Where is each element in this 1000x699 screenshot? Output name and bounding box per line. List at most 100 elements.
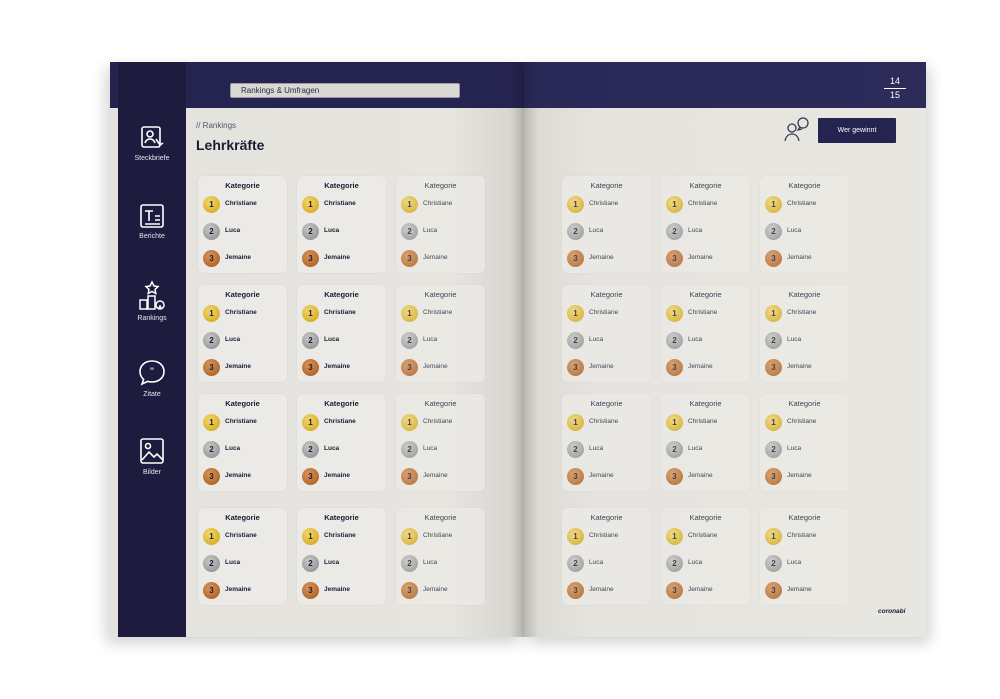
rank-name: Jemaine xyxy=(225,254,252,261)
rank-row: 3 Jemaine xyxy=(302,468,386,486)
rank-row: 2 Luca xyxy=(666,223,750,241)
bronze-medal-icon: 3 xyxy=(302,250,319,267)
rank-row: 2 Luca xyxy=(302,332,386,350)
rank-name: Jemaine xyxy=(589,472,614,479)
silver-medal-icon: 2 xyxy=(666,555,683,572)
silver-medal-icon: 2 xyxy=(567,441,584,458)
rank-row: 2 Luca xyxy=(302,223,386,241)
silver-medal-icon: 2 xyxy=(302,223,319,240)
rank-name: Christiane xyxy=(589,532,619,539)
ranking-card: Kategorie 1 Christiane 2 Luca 3 Jemaine xyxy=(562,285,651,382)
rank-name: Christiane xyxy=(688,200,718,207)
rank-row: 1 Christiane xyxy=(302,196,386,214)
sidebar-item-steckbriefe[interactable]: Steckbriefe xyxy=(118,124,186,162)
rank-row: 2 Luca xyxy=(401,441,485,459)
ranking-card: Kategorie 1 Christiane 2 Luca 3 Jemaine xyxy=(760,394,849,491)
rank-name: Luca xyxy=(324,336,340,343)
silver-medal-icon: 2 xyxy=(401,223,418,240)
ranking-card: Kategorie 1 Christiane 2 Luca 3 Jemaine xyxy=(297,508,386,605)
bronze-medal-icon: 3 xyxy=(203,582,220,599)
ranking-card: Kategorie 1 Christiane 2 Luca 3 Jemaine xyxy=(396,508,485,605)
rank-name: Christiane xyxy=(688,418,718,425)
bronze-medal-icon: 3 xyxy=(203,250,220,267)
page-title: Lehrkräfte xyxy=(196,137,265,153)
bronze-medal-icon: 3 xyxy=(567,582,584,599)
rank-row: 2 Luca xyxy=(765,332,849,350)
rank-row: 1 Christiane xyxy=(567,414,651,432)
rank-row: 3 Jemaine xyxy=(567,468,651,486)
rank-name: Christiane xyxy=(787,418,817,425)
people-chat-icon xyxy=(784,117,809,142)
rank-name: Luca xyxy=(688,559,703,566)
rank-name: Jemaine xyxy=(324,586,351,593)
rank-row: 1 Christiane xyxy=(567,196,651,214)
rank-row: 1 Christiane xyxy=(401,528,485,546)
card-title: Kategorie xyxy=(590,290,623,299)
rank-row: 3 Jemaine xyxy=(765,582,849,600)
sidebar-item-rankings[interactable]: Rankings xyxy=(118,280,186,322)
card-title: Kategorie xyxy=(324,399,359,408)
rank-name: Christiane xyxy=(324,309,356,316)
rank-name: Christiane xyxy=(787,309,817,316)
rank-row: 2 Luca xyxy=(765,441,849,459)
gold-medal-icon: 1 xyxy=(401,196,418,213)
card-title: Kategorie xyxy=(689,181,722,190)
bronze-medal-icon: 3 xyxy=(765,250,782,267)
ranking-card: Kategorie 1 Christiane 2 Luca 3 Jemaine xyxy=(297,394,386,491)
rank-name: Jemaine xyxy=(423,254,448,261)
silver-medal-icon: 2 xyxy=(765,223,782,240)
rank-name: Jemaine xyxy=(787,254,812,261)
silver-medal-icon: 2 xyxy=(401,332,418,349)
silver-medal-icon: 2 xyxy=(401,555,418,572)
card-title: Kategorie xyxy=(225,399,260,408)
rank-name: Jemaine xyxy=(589,254,614,261)
card-title: Kategorie xyxy=(225,181,260,190)
rank-name: Luca xyxy=(589,227,604,234)
card-title: Kategorie xyxy=(689,399,722,408)
bronze-medal-icon: 3 xyxy=(302,468,319,485)
rank-row: 2 Luca xyxy=(401,223,485,241)
rank-row: 3 Jemaine xyxy=(302,582,386,600)
card-title: Kategorie xyxy=(689,290,722,299)
bronze-medal-icon: 3 xyxy=(567,250,584,267)
bronze-medal-icon: 3 xyxy=(666,468,683,485)
gold-medal-icon: 1 xyxy=(765,196,782,213)
ranking-card: Kategorie 1 Christiane 2 Luca 3 Jemaine xyxy=(396,285,485,382)
rank-name: Luca xyxy=(787,227,802,234)
bronze-medal-icon: 3 xyxy=(567,359,584,376)
gold-medal-icon: 1 xyxy=(401,528,418,545)
rank-row: 2 Luca xyxy=(666,332,750,350)
page-total: 15 xyxy=(889,90,900,100)
rank-row: 2 Luca xyxy=(567,332,651,350)
sidebar-item-bilder[interactable]: Bilder xyxy=(118,436,186,476)
rank-name: Luca xyxy=(787,559,802,566)
card-title: Kategorie xyxy=(324,290,359,299)
ranking-card: Kategorie 1 Christiane 2 Luca 3 Jemaine xyxy=(562,508,651,605)
gold-medal-icon: 1 xyxy=(765,528,782,545)
gold-medal-icon: 1 xyxy=(666,414,683,431)
rank-row: 3 Jemaine xyxy=(203,359,287,377)
silver-medal-icon: 2 xyxy=(302,441,319,458)
rank-row: 3 Jemaine xyxy=(203,582,287,600)
rank-name: Christiane xyxy=(423,200,453,207)
rank-name: Luca xyxy=(423,559,438,566)
gold-medal-icon: 1 xyxy=(203,196,220,213)
rank-row: 3 Jemaine xyxy=(765,359,849,377)
rank-name: Luca xyxy=(324,227,340,234)
rank-row: 3 Jemaine xyxy=(203,250,287,268)
podium-icon xyxy=(139,280,165,310)
rank-name: Luca xyxy=(688,227,703,234)
card-title: Kategorie xyxy=(424,181,457,190)
wer-gewinnt-button[interactable]: Wer gewinnt xyxy=(818,118,896,143)
profile-card-icon xyxy=(141,126,164,148)
rank-name: Jemaine xyxy=(787,363,812,370)
sidebar: Steckbriefe Berichte Rankings xyxy=(118,62,186,637)
sidebar-item-zitate[interactable]: " Zitate xyxy=(118,358,186,398)
ranking-card: Kategorie 1 Christiane 2 Luca 3 Jemaine xyxy=(661,285,750,382)
sidebar-item-berichte[interactable]: Berichte xyxy=(118,202,186,240)
rank-row: 2 Luca xyxy=(401,332,485,350)
rank-row: 2 Luca xyxy=(203,332,287,350)
silver-medal-icon: 2 xyxy=(567,223,584,240)
silver-medal-icon: 2 xyxy=(203,555,220,572)
card-title: Kategorie xyxy=(590,399,623,408)
